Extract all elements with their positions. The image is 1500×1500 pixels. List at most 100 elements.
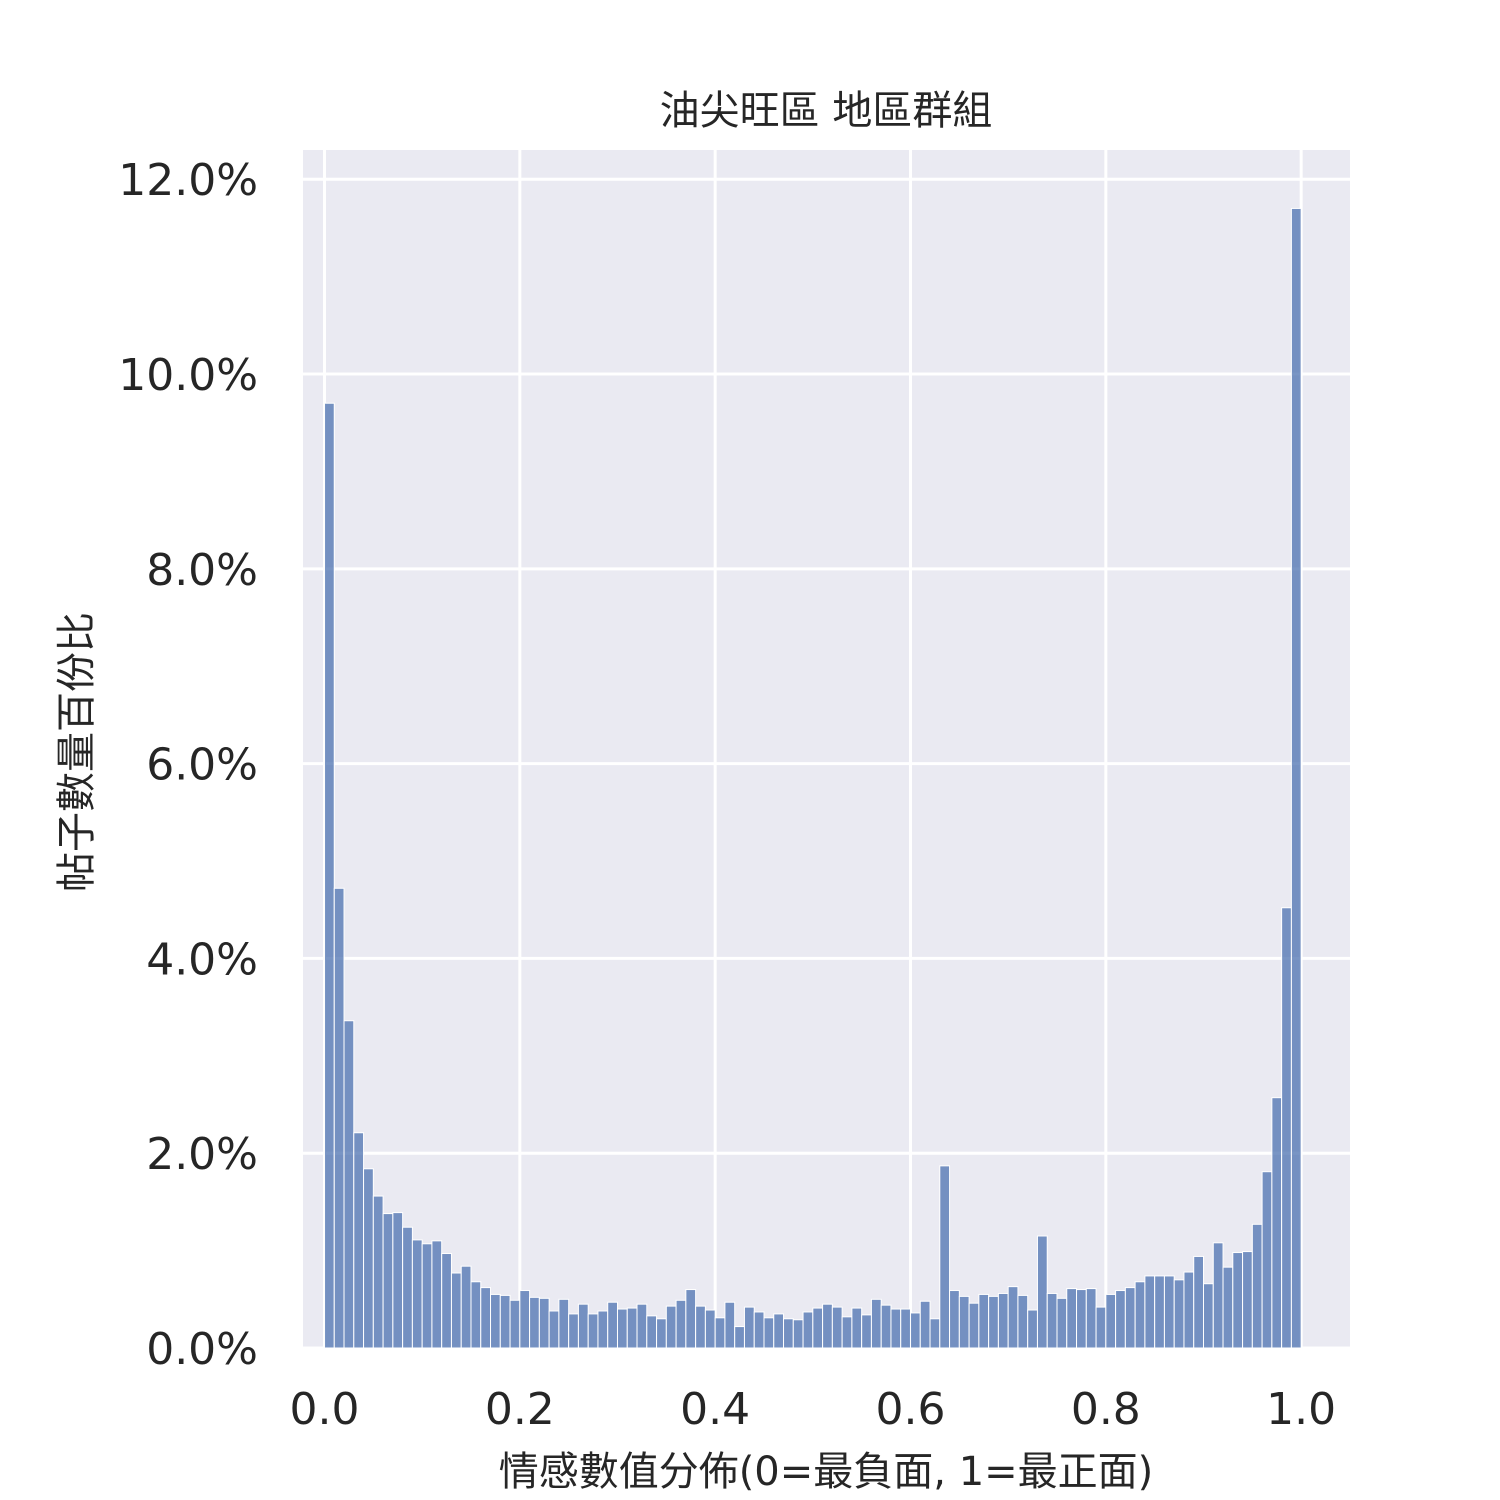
y-tick-label-2: 4.0% [146, 934, 258, 985]
histogram-bar-38 [695, 1305, 706, 1349]
histogram-bar-46 [773, 1313, 785, 1349]
x-tick-label-1: 0.2 [485, 1384, 555, 1435]
histogram-bar-10 [421, 1243, 433, 1349]
histogram-bar-51 [822, 1303, 833, 1349]
histogram-bar-59 [900, 1308, 911, 1349]
histogram-bar-0 [323, 402, 335, 1349]
histogram-bar-22 [538, 1297, 550, 1349]
plot-area [303, 150, 1350, 1348]
x-tick-label-4: 0.8 [1071, 1384, 1141, 1435]
histogram-bar-97 [1271, 1097, 1283, 1349]
histogram-bar-71 [1017, 1294, 1029, 1349]
histogram-bar-15 [470, 1281, 482, 1349]
histogram-bar-44 [753, 1311, 765, 1349]
histogram-bar-40 [714, 1317, 726, 1349]
histogram-bar-68 [988, 1295, 999, 1349]
histogram-bar-42 [734, 1326, 745, 1349]
histogram-bar-3 [353, 1132, 365, 1349]
histogram-bar-8 [402, 1226, 413, 1349]
histogram-bar-91 [1212, 1242, 1224, 1349]
histogram-bar-88 [1183, 1271, 1195, 1349]
histogram-bar-86 [1163, 1275, 1175, 1349]
histogram-bar-82 [1124, 1287, 1136, 1349]
histogram-bar-26 [577, 1303, 589, 1349]
histogram-bar-25 [568, 1313, 579, 1349]
histogram-bar-2 [343, 1020, 355, 1349]
histogram-bar-95 [1251, 1223, 1263, 1349]
x-axis-label: 情感數值分佈(0=最負面, 1=最正面) [499, 1449, 1154, 1495]
histogram-bar-34 [656, 1318, 667, 1349]
histogram-bar-52 [831, 1306, 843, 1349]
histogram-bar-83 [1134, 1281, 1146, 1349]
histogram-bar-74 [1046, 1292, 1058, 1349]
histogram-bar-93 [1232, 1252, 1244, 1349]
histogram-bar-18 [499, 1294, 511, 1349]
histogram-bar-73 [1036, 1235, 1048, 1349]
histogram-bar-99 [1290, 207, 1302, 1349]
histogram-bar-85 [1154, 1275, 1165, 1349]
y-tick-label-4: 8.0% [146, 545, 258, 596]
x-tick-labels: 0.0 0.2 0.4 0.6 0.8 1.0 [289, 1384, 1336, 1435]
histogram-bar-39 [704, 1309, 716, 1349]
histogram-bar-12 [441, 1253, 452, 1349]
histogram-bar-1 [333, 887, 345, 1349]
histogram-bar-63 [939, 1165, 951, 1349]
histogram-bar-9 [411, 1239, 423, 1349]
x-tick-label-3: 0.6 [876, 1384, 946, 1435]
histogram-bar-80 [1105, 1293, 1117, 1349]
histogram-bar-60 [909, 1312, 921, 1349]
histogram-bar-70 [1007, 1286, 1019, 1349]
histogram-bar-23 [548, 1310, 560, 1349]
histogram-bar-56 [870, 1298, 882, 1349]
histogram-bar-62 [929, 1318, 941, 1349]
histogram-bar-28 [597, 1310, 609, 1349]
histogram-bar-78 [1085, 1288, 1097, 1349]
histogram-bar-75 [1056, 1297, 1068, 1349]
bars [323, 207, 1302, 1349]
y-axis-label: 帖子數量百份比 [54, 612, 100, 892]
histogram-bar-11 [431, 1240, 443, 1349]
histogram-bar-76 [1066, 1288, 1078, 1349]
histogram-bar-13 [450, 1272, 462, 1349]
histogram-bar-48 [792, 1319, 804, 1349]
histogram-bar-77 [1076, 1289, 1087, 1349]
histogram-bar-65 [958, 1295, 970, 1349]
histogram-bar-54 [851, 1307, 863, 1349]
histogram-bar-66 [968, 1302, 980, 1349]
histogram-bar-14 [460, 1265, 472, 1349]
histogram-bar-32 [636, 1303, 648, 1349]
histogram-bar-21 [529, 1296, 540, 1349]
histogram-bar-98 [1281, 907, 1292, 1349]
histogram-bar-94 [1242, 1251, 1253, 1349]
histogram-bar-35 [665, 1305, 677, 1349]
histogram-bar-72 [1027, 1309, 1038, 1349]
histogram-bar-81 [1115, 1290, 1126, 1349]
histogram-bar-37 [685, 1289, 697, 1349]
histogram-bar-53 [841, 1316, 853, 1349]
histogram-bar-67 [978, 1293, 990, 1349]
histogram-bar-30 [616, 1308, 628, 1349]
histogram-bar-55 [861, 1314, 872, 1349]
histogram-bar-64 [949, 1290, 960, 1349]
x-tick-label-2: 0.4 [680, 1384, 750, 1435]
histogram-bar-19 [509, 1299, 521, 1349]
histogram-bar-90 [1202, 1283, 1214, 1349]
histogram-bar-16 [480, 1287, 492, 1349]
histogram-bar-29 [607, 1301, 618, 1349]
histogram-bar-17 [490, 1293, 501, 1349]
histogram-bar-50 [812, 1307, 824, 1349]
y-tick-label-5: 10.0% [118, 350, 258, 401]
histogram-bar-24 [558, 1298, 570, 1349]
histogram-bar-7 [392, 1212, 404, 1349]
histogram-bar-79 [1095, 1306, 1107, 1349]
chart-title: 油尖旺區 地區群組 [660, 88, 993, 134]
y-tick-label-3: 6.0% [146, 740, 258, 791]
histogram-bar-6 [382, 1213, 394, 1349]
histogram-bar-57 [880, 1304, 892, 1349]
histogram-bar-89 [1193, 1255, 1204, 1349]
histogram-bar-84 [1144, 1275, 1156, 1349]
y-tick-labels: 0.0% 2.0% 4.0% 6.0% 8.0% 10.0% 12.0% [118, 155, 258, 1375]
histogram-bar-58 [890, 1308, 902, 1349]
histogram-bar-33 [646, 1315, 658, 1349]
